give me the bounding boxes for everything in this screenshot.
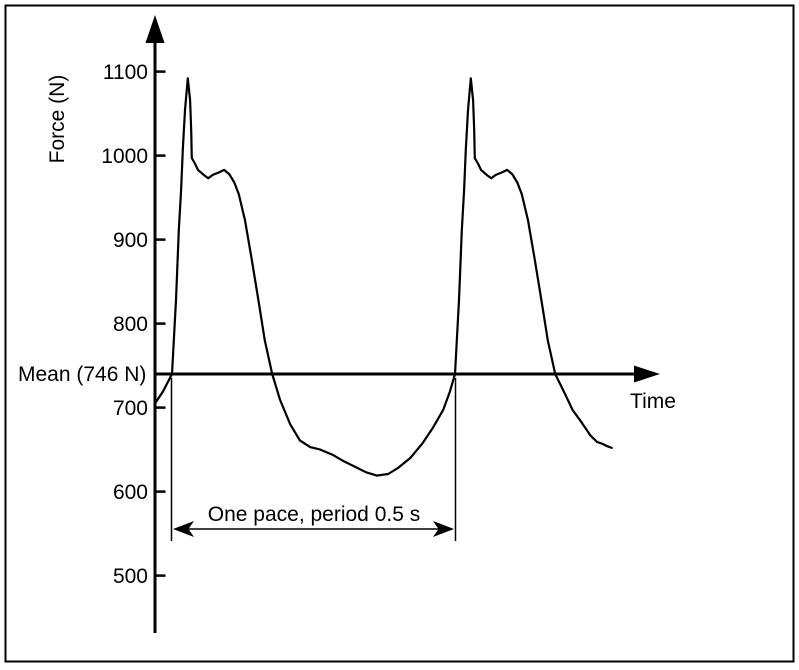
pace-arrowhead-right-icon [433, 521, 454, 537]
y-tick-label: 500 [113, 565, 148, 588]
pace-annotation-label: One pace, period 0.5 s [208, 503, 420, 526]
x-axis-title: Time [630, 390, 676, 413]
pace-arrowhead-left-icon [173, 521, 194, 537]
mean-line-label: Mean (746 N) [18, 363, 146, 386]
y-tick-label: 600 [113, 481, 148, 504]
y-axis-title: Force (N) [46, 75, 69, 164]
y-tick-label: 700 [113, 397, 148, 420]
y-axis-arrowhead-icon [145, 15, 165, 43]
y-axis-tick-labels: 1100 1000 900 800 700 600 500 [101, 61, 148, 588]
figure-border [4, 4, 795, 663]
y-axis-tick-marks [155, 70, 166, 577]
y-tick-label: 1100 [103, 61, 148, 84]
y-tick-label: 900 [113, 229, 148, 252]
y-tick-label: 800 [113, 313, 148, 336]
force-curve [153, 77, 613, 477]
x-axis-arrowhead-icon [634, 365, 660, 383]
y-tick-label: 1000 [101, 145, 148, 168]
